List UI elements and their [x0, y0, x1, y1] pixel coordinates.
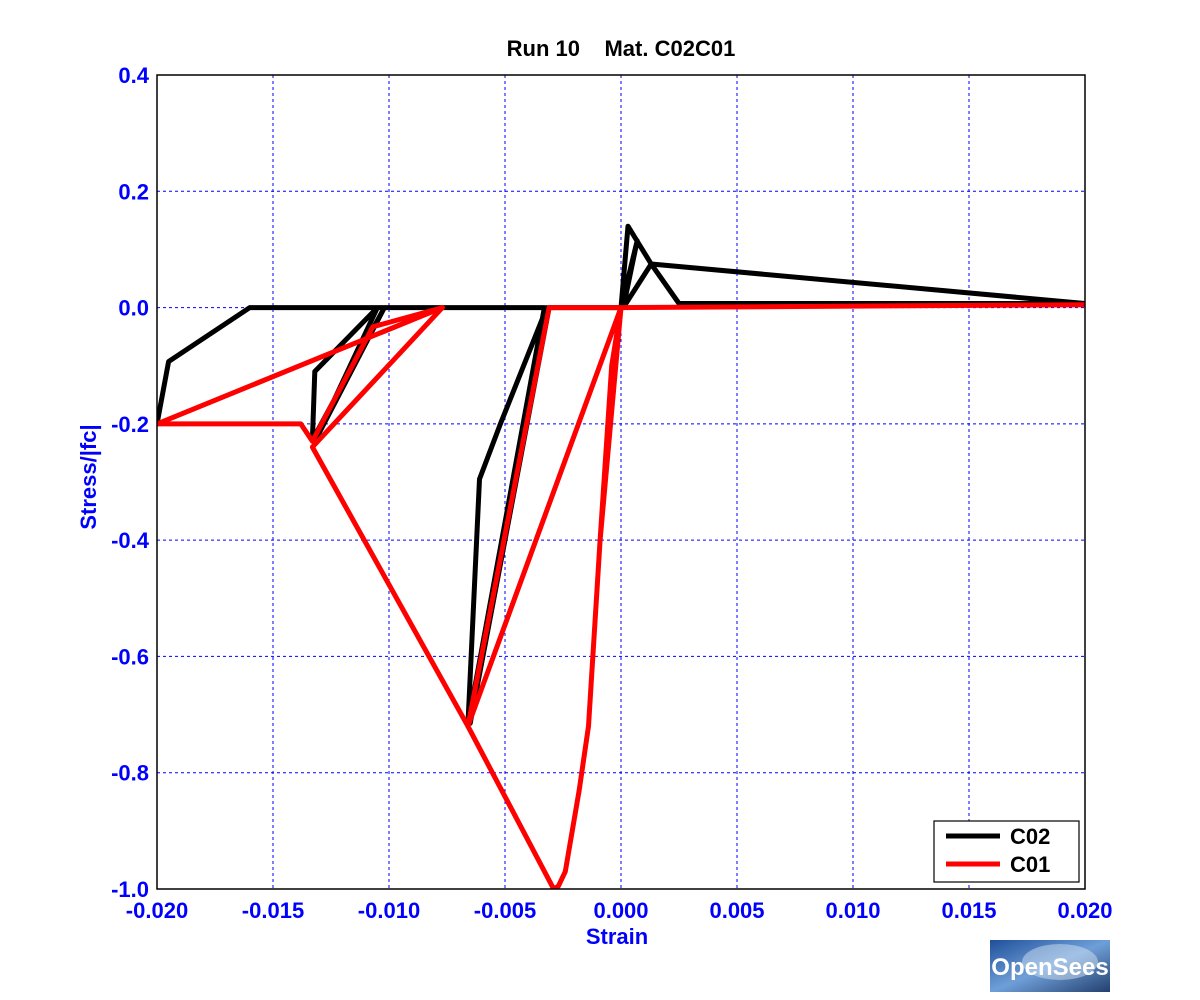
plot-frame: [156, 74, 1086, 890]
x-tick-label: 0.000: [593, 898, 648, 923]
y-tick-label: -0.4: [111, 528, 150, 553]
x-tick-label: 0.020: [1057, 898, 1112, 923]
x-tick-label: -0.010: [358, 898, 420, 923]
y-tick-label: -0.6: [111, 644, 149, 669]
x-tick-label: 0.015: [941, 898, 996, 923]
y-tick-labels: 0.4 0.2 0.0 -0.2 -0.4 -0.6 -0.8 -1.0: [111, 63, 150, 902]
x-tick-label: -0.020: [126, 898, 188, 923]
x-tick-label: -0.015: [242, 898, 304, 923]
x-tick-labels: -0.020 -0.015 -0.010 -0.005 0.000 0.005 0.010 0…: [126, 898, 1113, 923]
y-tick-label: 0.4: [118, 63, 149, 88]
y-tick-label: 0.0: [118, 296, 149, 321]
legend-box: [933, 820, 1080, 883]
series-line-c02: [157, 223, 1085, 728]
x-tick-label: -0.005: [474, 898, 536, 923]
y-tick-label: -0.2: [111, 412, 149, 437]
series-line-c01: [157, 302, 1085, 889]
legend: C02 C01: [933, 820, 1080, 883]
legend-label-c02: C02: [1010, 824, 1050, 849]
logo-text: OpenSees: [991, 954, 1108, 981]
y-axis-label: Stress/|fc|: [76, 424, 101, 529]
data-series: [157, 223, 1085, 889]
y-tick-label: -1.0: [111, 877, 149, 902]
x-axis-label: Strain: [586, 924, 648, 949]
legend-label-c01: C01: [1010, 852, 1050, 877]
grid-lines: [157, 75, 1085, 889]
y-tick-label: -0.8: [111, 761, 149, 786]
y-tick-label: 0.2: [118, 179, 149, 204]
chart-title: Run 10 Mat. C02C01: [507, 36, 736, 61]
opensees-logo: OpenSees: [990, 940, 1110, 992]
x-tick-label: 0.005: [709, 898, 764, 923]
x-tick-label: 0.010: [825, 898, 880, 923]
